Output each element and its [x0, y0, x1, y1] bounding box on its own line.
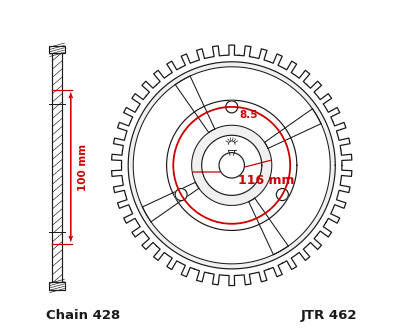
Polygon shape: [249, 109, 330, 255]
Text: 116 mm: 116 mm: [238, 174, 295, 187]
Text: 8.5: 8.5: [240, 110, 258, 120]
Polygon shape: [175, 67, 321, 148]
Text: JTR 462: JTR 462: [300, 309, 357, 322]
Circle shape: [226, 101, 238, 113]
Polygon shape: [128, 62, 335, 269]
Circle shape: [219, 153, 244, 178]
Bar: [52, 53, 62, 282]
Polygon shape: [202, 135, 262, 195]
Polygon shape: [133, 76, 215, 222]
Circle shape: [175, 188, 187, 200]
Polygon shape: [112, 45, 352, 286]
Polygon shape: [142, 182, 288, 264]
Text: Chain 428: Chain 428: [46, 309, 121, 322]
Polygon shape: [49, 46, 65, 53]
Polygon shape: [49, 282, 65, 290]
Circle shape: [276, 188, 288, 200]
Text: 100 mm: 100 mm: [78, 143, 88, 191]
